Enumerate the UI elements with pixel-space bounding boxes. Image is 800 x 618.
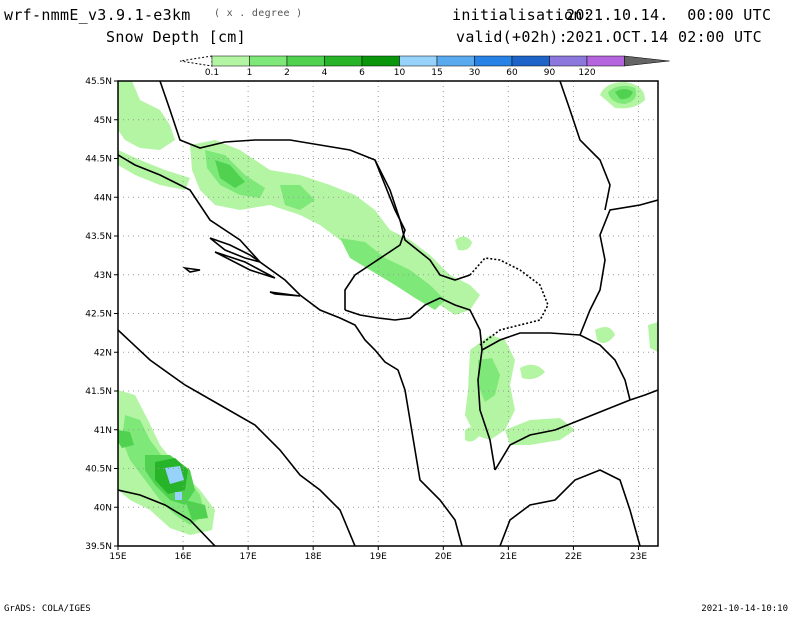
island-1 bbox=[209, 237, 261, 263]
legend-level-label: 10 bbox=[394, 68, 406, 78]
legend-level-label: 30 bbox=[469, 68, 481, 78]
border-albania-east bbox=[477, 349, 496, 471]
lon-label: 16E bbox=[174, 552, 191, 562]
island-4 bbox=[182, 266, 201, 273]
legend-level-label: 15 bbox=[431, 68, 442, 78]
snow-high-italy-3 bbox=[185, 500, 208, 520]
adriatic-coast-east bbox=[118, 154, 463, 546]
lat-label: 41N bbox=[94, 426, 112, 436]
snow-high-1 bbox=[215, 160, 245, 188]
units-note: ( x . degree ) bbox=[214, 8, 303, 19]
legend-boxes bbox=[179, 55, 670, 67]
valid-value: 2021.OCT.14 02:00 UTC bbox=[566, 28, 762, 46]
northern-border bbox=[159, 81, 471, 281]
border-montenegro bbox=[344, 297, 441, 321]
snow-area-east-3 bbox=[595, 326, 615, 344]
snow-core-italy-2 bbox=[175, 492, 182, 500]
lat-label: 42N bbox=[94, 348, 112, 358]
legend-level-label: 6 bbox=[359, 68, 365, 78]
lon-label: 21E bbox=[500, 552, 517, 562]
latitude-labels: 45.5N 45N 44.5N 44N 43.5N 43N 42.5N 42N 41.5N 41N… bbox=[85, 77, 118, 552]
coastlines-borders bbox=[118, 81, 658, 546]
lat-label: 45.5N bbox=[85, 77, 112, 87]
snow-core-italy bbox=[165, 466, 184, 484]
border-bulgaria bbox=[579, 199, 658, 336]
model-name: wrf-nmmE_v3.9.1-e3km bbox=[4, 6, 191, 24]
init-value: 2021.10.14. 00:00 UTC bbox=[566, 6, 772, 24]
lon-label: 18E bbox=[305, 552, 322, 562]
snow-area-blob-1 bbox=[455, 236, 472, 251]
italy-coast-south bbox=[118, 489, 216, 546]
snow-high-italy-2 bbox=[118, 430, 134, 448]
lon-label: 20E bbox=[435, 552, 452, 562]
snow-area-nw-coast bbox=[118, 150, 190, 190]
adriatic-coast-west bbox=[118, 329, 356, 546]
legend-level-label: 2 bbox=[284, 68, 290, 78]
grads-credit: GrADS: COLA/IGES bbox=[4, 604, 91, 614]
snow-fields bbox=[118, 81, 658, 535]
snow-area-east-4 bbox=[648, 322, 658, 352]
longitude-labels: 15E 16E 17E 18E 19E 20E 21E 22E 23E bbox=[109, 546, 647, 562]
color-legend: 0.1 1 2 4 6 10 15 30 60 90 120 bbox=[179, 55, 670, 78]
lon-label: 23E bbox=[630, 552, 647, 562]
lat-label: 40.5N bbox=[85, 465, 112, 475]
greek-coast bbox=[499, 469, 641, 546]
border-greece bbox=[494, 389, 658, 471]
island-2 bbox=[214, 251, 276, 279]
lat-label: 44N bbox=[94, 193, 112, 203]
legend-level-label: 120 bbox=[578, 68, 595, 78]
init-label: initialisation: bbox=[452, 6, 592, 24]
lon-label: 15E bbox=[109, 552, 126, 562]
legend-level-label: 4 bbox=[322, 68, 328, 78]
lon-label: 19E bbox=[370, 552, 387, 562]
grid-lines bbox=[118, 81, 658, 546]
border-serbia-east bbox=[559, 81, 611, 211]
snow-mid-3 bbox=[340, 238, 445, 310]
snow-high-ne bbox=[615, 89, 633, 100]
lon-label: 17E bbox=[240, 552, 257, 562]
map-title: Snow Depth [cm] bbox=[106, 28, 246, 46]
lat-label: 44.5N bbox=[85, 155, 112, 165]
snow-area-nw bbox=[118, 81, 175, 150]
snow-mid-2 bbox=[280, 185, 315, 210]
border-albania-north bbox=[439, 297, 483, 351]
lat-label: 42.5N bbox=[85, 310, 112, 320]
lon-label: 22E bbox=[565, 552, 582, 562]
legend-above-arrow bbox=[624, 55, 670, 67]
lat-label: 43.5N bbox=[85, 232, 112, 242]
island-3 bbox=[269, 291, 301, 297]
legend-level-label: 1 bbox=[247, 68, 253, 78]
lat-label: 41.5N bbox=[85, 387, 112, 397]
lat-label: 40N bbox=[94, 503, 112, 513]
legend-level-label: 90 bbox=[544, 68, 556, 78]
snow-area-blob-2 bbox=[465, 426, 480, 442]
lat-label: 39.5N bbox=[85, 542, 112, 552]
render-timestamp: 2021-10-14-10:10 bbox=[701, 604, 788, 614]
legend-level-label: 0.1 bbox=[205, 68, 219, 78]
valid-label: valid(+02h): bbox=[456, 28, 568, 46]
lat-label: 45N bbox=[94, 116, 112, 126]
snow-area-east-2 bbox=[520, 364, 545, 380]
border-bih-serbia bbox=[344, 159, 406, 310]
legend-level-label: 60 bbox=[506, 68, 518, 78]
lat-label: 43N bbox=[94, 271, 112, 281]
legend-labels: 0.1 1 2 4 6 10 15 30 60 90 120 bbox=[205, 68, 596, 78]
